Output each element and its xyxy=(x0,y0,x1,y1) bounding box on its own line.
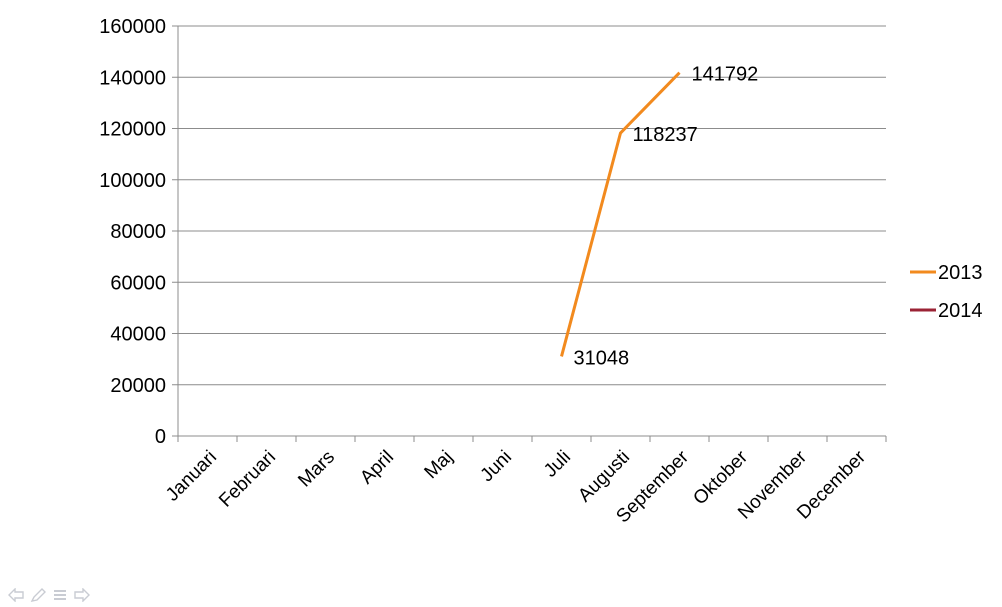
legend: 2013 2014 xyxy=(910,262,983,322)
series-lines xyxy=(560,71,681,357)
y-axis-tick-labels: 0 20000 40000 60000 80000 100000 120000 140000 1… xyxy=(99,16,166,448)
x-tick-label: Mars xyxy=(294,447,339,492)
pen-icon[interactable] xyxy=(30,588,46,602)
gridlines xyxy=(178,25,886,386)
axes xyxy=(172,25,887,442)
legend-label: 2013 xyxy=(938,262,983,284)
x-tick-label: Maj xyxy=(421,447,458,484)
legend-label: 2014 xyxy=(938,300,983,322)
y-tick-label: 80000 xyxy=(110,221,166,243)
x-tick-label: Juli xyxy=(540,447,575,482)
data-label: 31048 xyxy=(574,347,630,369)
menu-icon[interactable] xyxy=(52,588,68,602)
data-label: 118237 xyxy=(633,124,698,146)
y-tick-label: 0 xyxy=(155,426,166,448)
y-tick-label: 120000 xyxy=(99,119,166,141)
series-line-2013 xyxy=(560,71,681,357)
x-tick-label: Februari xyxy=(215,447,280,512)
data-label: 141792 xyxy=(692,64,759,86)
next-arrow-icon[interactable] xyxy=(74,588,90,602)
y-tick-label: 20000 xyxy=(110,375,166,397)
x-tick-label: April xyxy=(356,447,398,489)
prev-arrow-icon[interactable] xyxy=(8,588,24,602)
y-tick-label: 160000 xyxy=(99,16,166,38)
x-tick-label: Juni xyxy=(477,447,516,486)
y-tick-label: 140000 xyxy=(99,67,166,89)
y-tick-label: 100000 xyxy=(99,170,166,192)
slide-navigation xyxy=(8,587,90,603)
y-tick-label: 40000 xyxy=(110,324,166,346)
x-tick-label: Augusti xyxy=(574,447,634,507)
x-tick-label: Januari xyxy=(162,447,221,506)
y-tick-label: 60000 xyxy=(110,272,166,294)
data-labels: 31048 118237 141792 xyxy=(574,64,759,370)
